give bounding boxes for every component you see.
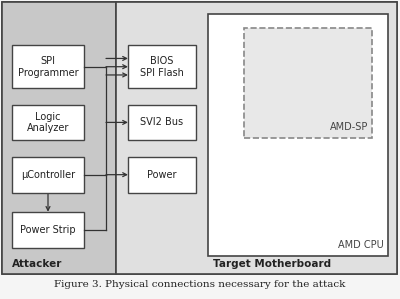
Text: SPI
Programmer: SPI Programmer	[18, 56, 78, 77]
Text: Target Motherboard: Target Motherboard	[213, 259, 331, 269]
Bar	[128, 45, 196, 88]
Text: AMD-SP: AMD-SP	[330, 122, 368, 132]
Bar	[244, 28, 372, 138]
Text: SVI2 Bus: SVI2 Bus	[140, 118, 184, 127]
Bar	[116, 2, 397, 274]
Bar	[12, 45, 84, 88]
Text: AMD CPU: AMD CPU	[338, 240, 384, 250]
Text: Logic
Analyzer: Logic Analyzer	[27, 112, 69, 133]
Bar	[12, 212, 84, 248]
Bar	[12, 157, 84, 193]
Bar	[128, 157, 196, 193]
Text: Power Strip: Power Strip	[20, 225, 76, 235]
Text: Figure 3. Physical connections necessary for the attack: Figure 3. Physical connections necessary…	[54, 280, 346, 289]
Text: BIOS
SPI Flash: BIOS SPI Flash	[140, 56, 184, 77]
Bar	[2, 2, 116, 274]
Bar	[128, 105, 196, 140]
Text: Power: Power	[147, 170, 177, 180]
Bar	[208, 14, 388, 256]
Text: Attacker: Attacker	[12, 259, 62, 269]
Bar	[12, 105, 84, 140]
Text: μController: μController	[21, 170, 75, 180]
